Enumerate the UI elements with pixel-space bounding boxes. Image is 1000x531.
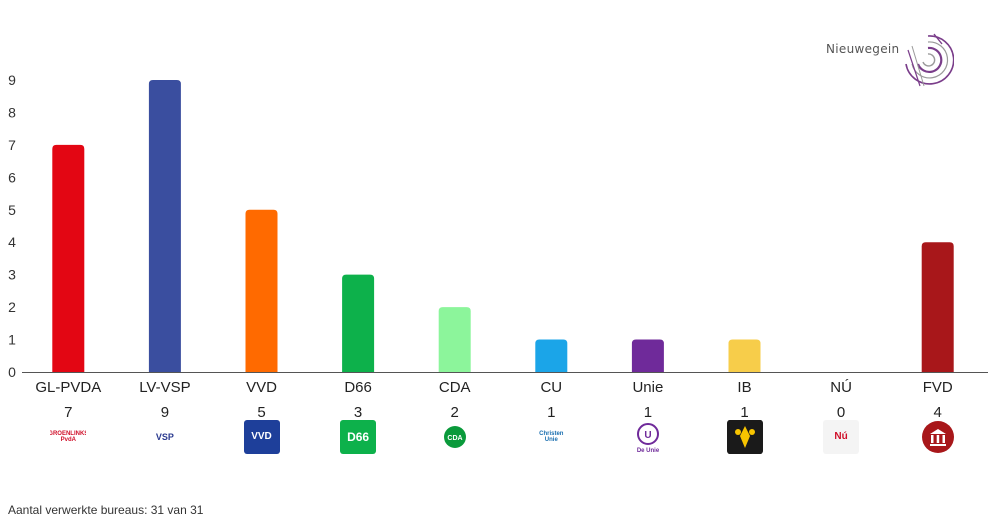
x-tick-label: CDA bbox=[439, 379, 471, 396]
bar-vvd bbox=[245, 209, 278, 372]
nu-logo-icon: Nú bbox=[823, 420, 860, 454]
y-tick-label: 0 bbox=[8, 364, 16, 380]
bar-unie bbox=[631, 339, 664, 372]
svg-text:De Unie: De Unie bbox=[637, 448, 660, 454]
bar-gl-pvda bbox=[52, 144, 85, 372]
y-tick-label: 6 bbox=[8, 169, 16, 185]
municipality-brand: Nieuwegein bbox=[820, 30, 960, 90]
bar-fvd bbox=[921, 242, 954, 372]
groenlinks-pvda-logo-icon: GROENLINKS PvdA bbox=[50, 420, 87, 454]
x-tick-label: NÚ bbox=[830, 379, 852, 396]
data-label: 1 bbox=[547, 404, 555, 421]
y-tick-label: 9 bbox=[8, 72, 16, 88]
data-label: 1 bbox=[740, 404, 748, 421]
vvd-logo-icon: VVD bbox=[243, 420, 280, 454]
d66-logo-icon: D66 bbox=[340, 420, 377, 454]
processed-bureaus-label: Aantal verwerkte bureaus: 31 van 31 bbox=[8, 503, 204, 517]
lokaal-vsp-logo-icon: VSP bbox=[146, 420, 183, 454]
svg-text:U: U bbox=[644, 430, 651, 441]
data-label: 3 bbox=[354, 404, 362, 421]
x-tick-label: IB bbox=[737, 379, 751, 396]
bar-lv-vsp bbox=[148, 80, 181, 372]
y-tick-label: 2 bbox=[8, 299, 16, 315]
data-label: 0 bbox=[837, 404, 845, 421]
y-tick-label: 5 bbox=[8, 202, 16, 218]
bar-ib bbox=[728, 339, 761, 372]
nieuwegein-logo-icon bbox=[905, 33, 954, 87]
de-unie-logo-icon: U De Unie bbox=[629, 420, 666, 454]
y-tick-label: 8 bbox=[8, 104, 16, 120]
data-label: 4 bbox=[934, 404, 942, 421]
x-tick-label: VVD bbox=[246, 379, 277, 396]
x-tick-label: FVD bbox=[923, 379, 953, 396]
y-tick-label: 4 bbox=[8, 234, 16, 250]
x-tick-label: D66 bbox=[344, 379, 372, 396]
christenunie-logo-icon: Christen Unie bbox=[533, 420, 570, 454]
data-label: 2 bbox=[451, 404, 459, 421]
x-tick-label: Unie bbox=[632, 379, 663, 396]
y-tick-label: 1 bbox=[8, 332, 16, 348]
x-tick-label: LV-VSP bbox=[139, 379, 190, 396]
bar-d66 bbox=[342, 274, 375, 372]
data-label: 7 bbox=[64, 404, 72, 421]
data-label: 1 bbox=[644, 404, 652, 421]
ib-logo-icon bbox=[726, 420, 763, 454]
brand-name: Nieuwegein bbox=[826, 42, 900, 56]
data-label: 5 bbox=[257, 404, 265, 421]
x-tick-label: CU bbox=[540, 379, 562, 396]
bar-cda bbox=[438, 307, 471, 372]
data-label: 9 bbox=[161, 404, 169, 421]
cda-logo-icon: CDA bbox=[436, 420, 473, 454]
y-tick-label: 7 bbox=[8, 137, 16, 153]
y-tick-label: 3 bbox=[8, 267, 16, 283]
x-tick-label: GL-PVDA bbox=[35, 379, 101, 396]
fvd-logo-icon bbox=[919, 420, 956, 454]
bar-cu bbox=[535, 339, 568, 372]
svg-text:CDA: CDA bbox=[447, 435, 462, 442]
